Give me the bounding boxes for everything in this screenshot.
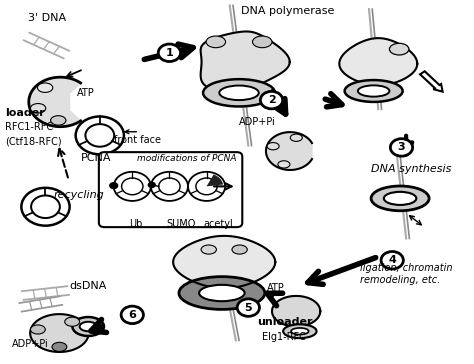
Text: unloader: unloader: [257, 317, 313, 327]
Circle shape: [85, 124, 114, 147]
Text: ADP+Pi: ADP+Pi: [11, 339, 48, 349]
Ellipse shape: [206, 36, 226, 48]
Circle shape: [381, 252, 403, 269]
Circle shape: [391, 139, 413, 156]
Ellipse shape: [219, 86, 259, 100]
Circle shape: [109, 182, 118, 189]
Ellipse shape: [80, 322, 97, 331]
Text: ADP+Pi: ADP+Pi: [239, 117, 276, 127]
Text: PCNA: PCNA: [81, 153, 112, 163]
Text: DNA synthesis: DNA synthesis: [371, 164, 452, 174]
Circle shape: [158, 44, 181, 62]
Ellipse shape: [283, 324, 317, 338]
Text: dsDNA: dsDNA: [70, 281, 107, 291]
Ellipse shape: [199, 285, 245, 301]
FancyArrow shape: [420, 71, 443, 92]
Polygon shape: [266, 132, 312, 170]
Circle shape: [237, 299, 259, 316]
Text: front face: front face: [114, 135, 161, 145]
Polygon shape: [272, 296, 320, 327]
Text: SUMO: SUMO: [166, 219, 196, 229]
Polygon shape: [339, 38, 417, 86]
Circle shape: [114, 172, 151, 201]
Ellipse shape: [291, 328, 309, 335]
Ellipse shape: [358, 85, 390, 97]
Circle shape: [147, 182, 156, 188]
Text: DNA polymerase: DNA polymerase: [241, 6, 335, 16]
Ellipse shape: [51, 116, 66, 125]
Circle shape: [21, 188, 70, 226]
Text: loader: loader: [5, 108, 45, 118]
Ellipse shape: [37, 83, 53, 92]
Text: 6: 6: [128, 310, 136, 320]
Circle shape: [196, 178, 217, 195]
Circle shape: [151, 172, 188, 201]
Text: RFC1-RFC: RFC1-RFC: [5, 122, 53, 132]
Text: recycling: recycling: [54, 190, 104, 200]
Ellipse shape: [345, 80, 402, 102]
Ellipse shape: [390, 43, 409, 55]
Wedge shape: [207, 174, 223, 186]
Text: Elg1-RFC: Elg1-RFC: [262, 332, 306, 342]
Circle shape: [122, 178, 143, 195]
Polygon shape: [30, 314, 89, 352]
Circle shape: [121, 306, 144, 324]
Circle shape: [260, 91, 283, 109]
Circle shape: [76, 116, 124, 154]
Text: ATP: ATP: [267, 282, 285, 293]
Text: ligation, chromatin: ligation, chromatin: [360, 262, 452, 273]
Text: 3: 3: [398, 142, 405, 153]
Text: modifications of PCNA: modifications of PCNA: [137, 154, 237, 163]
Text: Ub: Ub: [129, 219, 142, 229]
Text: 1: 1: [165, 48, 173, 58]
Ellipse shape: [253, 36, 272, 48]
Ellipse shape: [267, 143, 279, 150]
Text: 5: 5: [245, 302, 252, 313]
Ellipse shape: [278, 161, 290, 168]
Ellipse shape: [30, 103, 46, 113]
Circle shape: [188, 172, 225, 201]
Text: 2: 2: [268, 95, 275, 105]
Text: remodeling, etc.: remodeling, etc.: [360, 275, 440, 285]
Polygon shape: [201, 31, 290, 92]
Ellipse shape: [65, 317, 80, 326]
Ellipse shape: [384, 192, 416, 205]
Text: ATP: ATP: [77, 88, 94, 98]
Circle shape: [31, 195, 60, 218]
Polygon shape: [173, 236, 275, 288]
Ellipse shape: [179, 277, 265, 309]
Ellipse shape: [232, 245, 247, 254]
Polygon shape: [29, 77, 81, 127]
FancyBboxPatch shape: [99, 152, 242, 227]
Ellipse shape: [201, 245, 217, 254]
Ellipse shape: [371, 186, 429, 211]
Ellipse shape: [290, 134, 302, 141]
Ellipse shape: [73, 317, 104, 336]
Circle shape: [159, 178, 180, 195]
Ellipse shape: [30, 325, 46, 334]
Text: acetyl: acetyl: [203, 219, 233, 229]
Text: 4: 4: [388, 255, 396, 265]
Ellipse shape: [52, 342, 67, 352]
Text: (Ctf18-RFC): (Ctf18-RFC): [5, 137, 61, 147]
Ellipse shape: [203, 79, 275, 106]
Text: 3' DNA: 3' DNA: [28, 13, 66, 23]
